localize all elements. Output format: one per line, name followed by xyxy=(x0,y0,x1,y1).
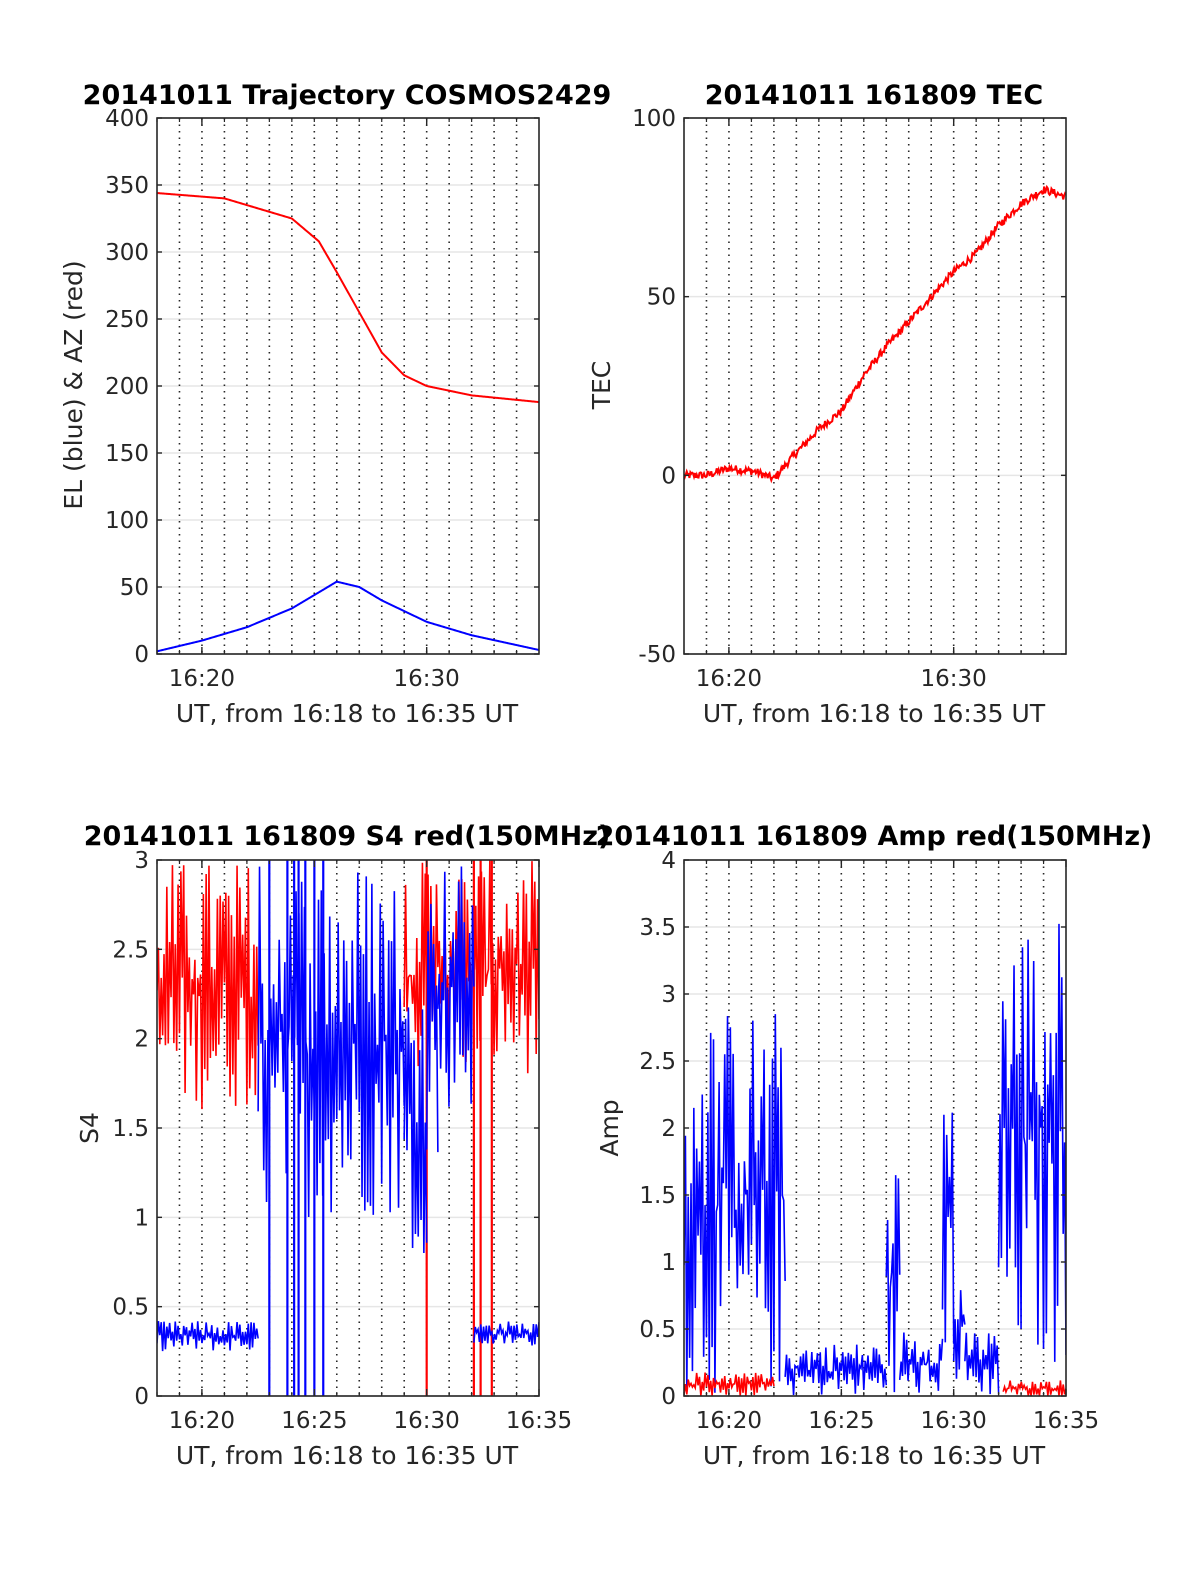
panel-title: 20141011 161809 TEC xyxy=(705,80,1044,111)
x-tick-label: 16:30 xyxy=(921,1408,987,1434)
y-tick-label: 50 xyxy=(120,575,149,601)
series-trace xyxy=(997,923,1066,1362)
y-tick-label: 0 xyxy=(134,1384,149,1410)
plot-area xyxy=(684,923,1066,1396)
x-axis-label: UT, from 16:18 to 16:35 UT xyxy=(703,1441,1046,1470)
y-tick-label: 0 xyxy=(134,642,149,668)
series-trace xyxy=(784,1344,888,1395)
x-tick-label: 16:30 xyxy=(394,666,460,692)
plot-area xyxy=(684,184,1066,484)
x-axis-label: UT, from 16:18 to 16:35 UT xyxy=(176,1441,519,1470)
series-trace xyxy=(684,1014,786,1393)
series-trace xyxy=(425,903,439,1153)
y-tick-label: 1.5 xyxy=(112,1116,149,1142)
y-tick-label: 50 xyxy=(647,285,676,311)
x-tick-label: 16:20 xyxy=(696,666,762,692)
tec-panel: 20141011 161809 TEC UT, from 16:18 to 16… xyxy=(587,80,1067,728)
y-tick-label: -50 xyxy=(638,642,676,668)
series-trace xyxy=(952,1290,966,1379)
series-trace xyxy=(1002,1380,1066,1396)
y-tick-label: 2.5 xyxy=(112,937,149,963)
series-trace xyxy=(941,1112,955,1344)
plot-area xyxy=(157,860,539,1396)
y-tick-label: 2 xyxy=(661,1116,676,1142)
x-tick-label: 16:30 xyxy=(394,1408,460,1434)
series-trace xyxy=(473,1321,539,1346)
series-line xyxy=(157,192,539,404)
x-tick-label: 16:20 xyxy=(169,1408,235,1434)
y-tick-label: 3.5 xyxy=(639,915,676,941)
y-axis-label: Amp xyxy=(595,1099,624,1156)
panel-title: 20141011 Trajectory COSMOS2429 xyxy=(83,80,612,111)
y-tick-label: 300 xyxy=(105,240,149,266)
y-tick-label: 3 xyxy=(661,982,676,1008)
x-tick-label: 16:25 xyxy=(281,1408,347,1434)
x-axis-label: UT, from 16:18 to 16:35 UT xyxy=(703,699,1046,728)
x-axis-label: UT, from 16:18 to 16:35 UT xyxy=(176,699,519,728)
y-tick-label: 4 xyxy=(661,848,676,874)
trajectory-panel: 20141011 Trajectory COSMOS2429 UT, from … xyxy=(59,80,611,728)
y-axis-label: S4 xyxy=(75,1112,104,1144)
y-tick-label: 2 xyxy=(134,1027,149,1053)
series-trace xyxy=(898,1332,944,1393)
y-tick-label: 1 xyxy=(661,1250,676,1276)
y-tick-label: 200 xyxy=(105,374,149,400)
plot-area xyxy=(157,192,539,653)
y-tick-label: 350 xyxy=(105,173,149,199)
y-tick-label: 0 xyxy=(661,463,676,489)
y-tick-label: 0.5 xyxy=(639,1317,676,1343)
y-tick-label: 100 xyxy=(632,106,676,132)
series-line xyxy=(157,580,539,653)
y-tick-label: 250 xyxy=(105,307,149,333)
y-axis-label: EL (blue) & AZ (red) xyxy=(59,260,88,509)
x-tick-label: 16:20 xyxy=(696,1408,762,1434)
y-tick-label: 0 xyxy=(661,1384,676,1410)
series-trace xyxy=(403,1007,428,1253)
y-tick-label: 150 xyxy=(105,441,149,467)
series-trace xyxy=(964,1332,1000,1395)
y-tick-label: 3 xyxy=(134,848,149,874)
y-tick-label: 400 xyxy=(105,106,149,132)
y-axis-label: TEC xyxy=(587,361,616,411)
axes-box xyxy=(683,117,1067,655)
x-tick-label: 16:25 xyxy=(808,1408,874,1434)
amp-panel: 20141011 161809 Amp red(150MHz) UT, from… xyxy=(595,821,1152,1470)
series-trace xyxy=(157,1321,259,1352)
s4-panel: 20141011 161809 S4 red(150MHz) UT, from … xyxy=(75,821,610,1470)
y-tick-label: 1 xyxy=(134,1205,149,1231)
panel-title: 20141011 161809 S4 red(150MHz) xyxy=(84,821,611,852)
x-tick-label: 16:35 xyxy=(1033,1408,1099,1434)
series-trace xyxy=(257,866,405,1217)
series-trace xyxy=(437,866,475,1107)
series-trace xyxy=(885,1175,901,1393)
x-tick-label: 16:35 xyxy=(506,1408,572,1434)
x-tick-label: 16:20 xyxy=(169,666,235,692)
y-tick-label: 100 xyxy=(105,508,149,534)
x-tick-label: 16:30 xyxy=(921,666,987,692)
series-line xyxy=(684,184,1066,484)
y-tick-label: 1.5 xyxy=(639,1183,676,1209)
series-trace xyxy=(684,1372,775,1396)
panel-title: 20141011 161809 Amp red(150MHz) xyxy=(596,821,1153,852)
y-tick-label: 2.5 xyxy=(639,1049,676,1075)
series-trace xyxy=(157,865,259,1110)
y-tick-label: 0.5 xyxy=(112,1295,149,1321)
